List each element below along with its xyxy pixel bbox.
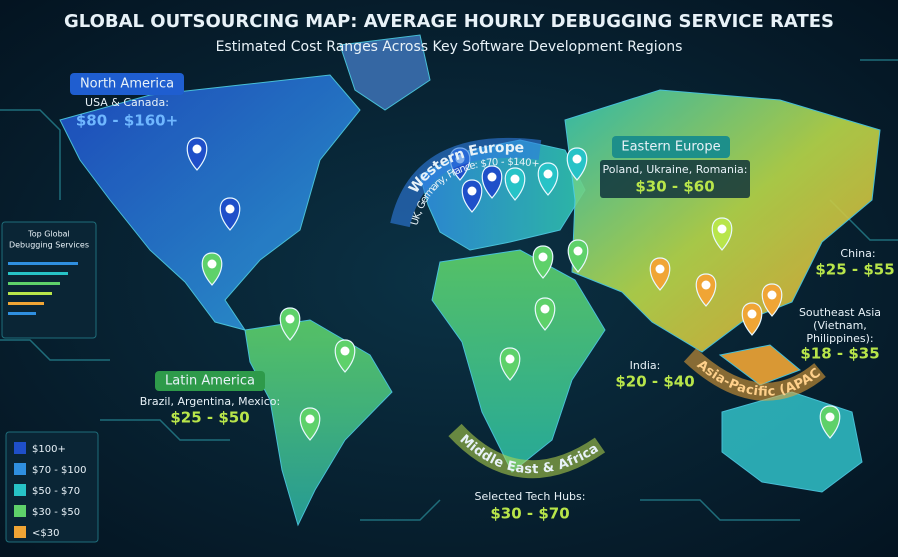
pin-dot <box>825 412 835 422</box>
pin <box>299 407 321 441</box>
pin-dot <box>487 172 497 182</box>
region-name: North America <box>80 77 174 92</box>
arc-band <box>683 348 826 401</box>
pin <box>201 252 223 286</box>
pin <box>761 283 783 317</box>
pin <box>534 297 556 331</box>
north-america <box>59 74 361 331</box>
pin <box>711 217 733 251</box>
title: GLOBAL OUTSOURCING MAP: AVERAGE HOURLY D… <box>64 11 834 32</box>
label-box <box>612 136 730 158</box>
pin <box>461 179 483 213</box>
pin <box>649 257 671 291</box>
label-box <box>70 73 184 95</box>
region-rate: $25 - $55 <box>815 261 894 279</box>
side-panel-title: Top Global <box>27 230 70 239</box>
pin-dot <box>225 204 235 214</box>
pin-dot <box>767 290 777 300</box>
pin <box>279 307 301 341</box>
pin-dot <box>510 174 520 184</box>
region-detail: India: <box>630 359 661 372</box>
pin-dot <box>340 346 350 356</box>
pin <box>219 197 241 231</box>
legend-label: $30 - $50 <box>32 507 80 518</box>
pin <box>819 405 841 439</box>
side-panel <box>1 221 97 339</box>
label-box <box>155 371 265 391</box>
subtitle: Estimated Cost Ranges Across Key Softwar… <box>216 39 683 55</box>
islands <box>718 344 801 386</box>
label-panel <box>600 160 750 198</box>
region-name: Latin America <box>165 374 255 389</box>
region-detail: Selected Tech Hubs: <box>475 490 586 503</box>
region-detail: Poland, Ukraine, Romania: <box>603 163 748 176</box>
arc-band <box>390 137 542 228</box>
pin-dot <box>747 309 757 319</box>
legend-swatch <box>14 463 26 475</box>
pin-dot <box>467 186 477 196</box>
pin-dot <box>543 169 553 179</box>
pin-dot <box>540 304 550 314</box>
legend-label: $100+ <box>32 444 66 455</box>
region-rate: $30 - $60 <box>635 178 714 196</box>
pin-dot <box>192 144 202 154</box>
region-detail: China: <box>840 247 875 260</box>
pin <box>537 162 559 196</box>
greenland <box>339 34 431 111</box>
pin <box>566 147 588 181</box>
pin <box>334 339 356 373</box>
legend <box>5 431 99 543</box>
region-rate: $80 - $160+ <box>76 112 178 130</box>
pin <box>481 165 503 199</box>
side-panel-bars <box>8 262 78 315</box>
legend-swatch <box>14 442 26 454</box>
pin <box>499 347 521 381</box>
pin-dot <box>655 264 665 274</box>
pin-dot <box>573 246 583 256</box>
region-detail: Brazil, Argentina, Mexico: <box>140 395 280 408</box>
pin <box>741 302 763 336</box>
region-rate: $18 - $35 <box>800 345 879 363</box>
arc-band <box>448 423 606 479</box>
pin <box>695 273 717 307</box>
legend-items: $100+ $70 - $100 $50 - $70 $30 - $50 <$30 <box>14 442 87 539</box>
legend-swatch <box>14 505 26 517</box>
pin-dot <box>505 354 515 364</box>
pin <box>186 137 208 171</box>
pins <box>186 137 841 441</box>
pin <box>532 245 554 279</box>
pin <box>567 239 589 273</box>
region-rate: $30 - $70 <box>490 505 569 523</box>
region-name: Eastern Europe <box>621 140 720 155</box>
legend-swatch <box>14 526 26 538</box>
pin-dot <box>207 259 217 269</box>
pin <box>504 167 526 201</box>
legend-label: <$30 <box>32 528 59 539</box>
legend-label: $50 - $70 <box>32 486 80 497</box>
region-detail: Southeast Asia <box>799 306 881 319</box>
legend-swatch <box>14 484 26 496</box>
pin-dot <box>701 280 711 290</box>
pin-dot <box>717 224 727 234</box>
region-detail: (Vietnam, <box>813 319 867 332</box>
region-rate: $20 - $40 <box>615 373 694 391</box>
region-detail: Philippines): <box>806 332 873 345</box>
region-rate: $25 - $50 <box>170 409 249 427</box>
legend-label: $70 - $100 <box>32 465 87 476</box>
pin-dot <box>285 314 295 324</box>
region-detail: USA & Canada: <box>85 96 169 109</box>
pin-dot <box>305 414 315 424</box>
pin-dot <box>572 154 582 164</box>
pin-dot <box>538 252 548 262</box>
side-panel-title: Debugging Services <box>9 241 89 250</box>
